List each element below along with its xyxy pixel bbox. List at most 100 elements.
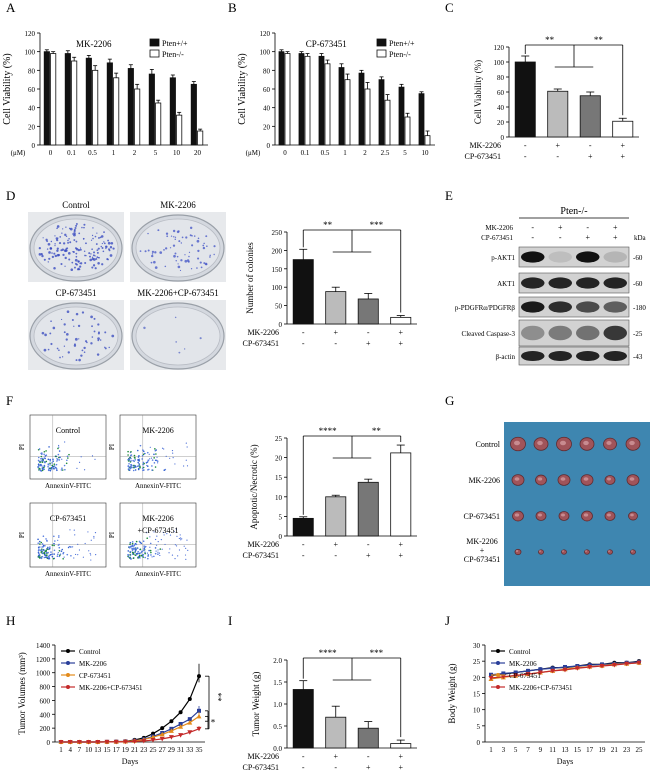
colony (65, 338, 68, 341)
colony (147, 249, 150, 252)
facs-event (50, 467, 53, 470)
x-tick-label: 1 (489, 746, 493, 754)
blot-band (603, 301, 627, 313)
colony (139, 250, 142, 252)
treatment-label: CP-673451 (243, 551, 279, 560)
colony (54, 254, 58, 258)
colony (206, 245, 208, 248)
facs-event (90, 554, 92, 556)
colony (175, 341, 178, 343)
x-axis-label: Days (122, 757, 138, 766)
colony (61, 232, 63, 234)
legend-swatch (376, 49, 387, 58)
data-point (95, 740, 101, 745)
bar (292, 517, 314, 537)
facs-event (150, 551, 152, 554)
facs-event (74, 553, 77, 556)
y-tick-label: 60 (263, 86, 271, 94)
colony (177, 265, 181, 269)
facs-event (136, 449, 139, 452)
tumor-highlight (514, 440, 520, 446)
facs-event (42, 552, 44, 555)
facs-event (183, 465, 185, 467)
facs-event (58, 446, 60, 448)
facs-event (45, 538, 47, 540)
facs-event (41, 466, 44, 468)
facs-event (186, 446, 188, 448)
y-tick-label: 1000 (36, 670, 51, 678)
legend-marker (66, 649, 70, 653)
facs-plots: Control AnnexinV-FITC PI MK-2206 AnnexinV-FI… (18, 414, 197, 578)
blot-band (548, 301, 572, 313)
facs-event (66, 553, 69, 556)
bar (64, 53, 71, 146)
data-point (187, 720, 193, 725)
bar (357, 481, 379, 537)
data-point (624, 661, 630, 667)
tumor-highlight (608, 550, 610, 552)
treatment-sign: + (585, 233, 590, 242)
colony (56, 239, 59, 242)
colony (197, 249, 200, 253)
facs-event (139, 444, 142, 447)
bar (547, 90, 569, 138)
bar (324, 63, 331, 146)
y-tick-label: 1200 (36, 656, 51, 664)
colony (83, 351, 86, 354)
colony (90, 239, 93, 241)
tumor (607, 549, 613, 555)
facs-event (78, 549, 81, 551)
facs-event (41, 543, 44, 545)
treatment-sign: - (531, 233, 534, 242)
colony (49, 332, 52, 335)
y-tick-label: 60 (28, 86, 36, 94)
blot-strip (518, 246, 630, 268)
tumor-highlight (561, 513, 565, 517)
y-tick-label: 10 (275, 494, 283, 502)
colony (50, 320, 52, 323)
data-point (178, 733, 184, 738)
facs-event (95, 554, 97, 556)
band-kda: -60 (633, 254, 643, 262)
treatment-label: CP-673451 (465, 152, 501, 161)
x-tick-label: 13 (562, 746, 570, 754)
facs-event (149, 446, 151, 448)
facs-event (169, 548, 171, 550)
facs-event (134, 554, 137, 557)
tumor-highlight (514, 477, 520, 481)
facs-event (137, 468, 140, 471)
colony (90, 253, 92, 255)
colony (54, 235, 56, 237)
colony (178, 351, 181, 354)
treatment-sign: + (398, 752, 403, 761)
bar (284, 53, 291, 146)
treatment-sign: - (302, 763, 305, 772)
colony (97, 257, 99, 259)
colony (73, 344, 77, 347)
blot-strip (518, 272, 630, 294)
colony (88, 252, 91, 255)
legend-label: MK-2206 (509, 660, 537, 668)
facs-event (147, 557, 149, 560)
colony (69, 227, 73, 231)
colony (75, 252, 78, 255)
facs-event (41, 461, 44, 463)
colony (90, 315, 93, 319)
facs-event (42, 548, 45, 551)
blot-header: Pten-/- (560, 206, 587, 217)
colony (85, 242, 87, 245)
facs-event (150, 457, 153, 459)
tumor-highlight (606, 441, 612, 445)
colony (73, 325, 75, 327)
colony (47, 261, 49, 263)
facs-event (93, 535, 95, 538)
x-tick-label: 5 (403, 149, 407, 157)
facs-event (153, 453, 155, 456)
colony (58, 242, 62, 245)
colony (83, 226, 85, 229)
colony (180, 242, 183, 244)
facs-event (185, 558, 187, 560)
facs-event (185, 442, 187, 444)
colony (107, 239, 110, 242)
facs-event (133, 460, 135, 463)
